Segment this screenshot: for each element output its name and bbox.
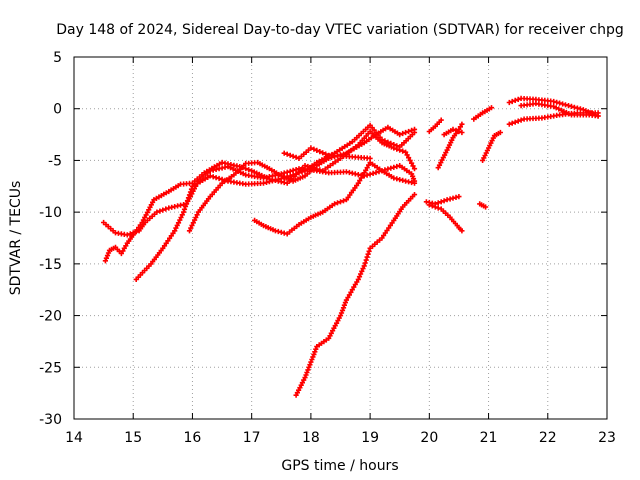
series-track-r xyxy=(518,100,601,119)
series-track-n xyxy=(471,105,495,122)
y-tick-label: -5 xyxy=(48,153,62,169)
grid xyxy=(74,57,607,419)
x-tick-label: 15 xyxy=(124,430,142,446)
x-tick-label: 20 xyxy=(420,430,438,446)
y-tick-label: 0 xyxy=(53,102,62,118)
y-tick-label: -30 xyxy=(39,412,62,428)
series-track-o xyxy=(480,129,503,163)
y-tick-label: -15 xyxy=(39,257,62,273)
y-tick-label: -20 xyxy=(39,309,62,325)
tick-labels: 14 15 16 17 18 19 20 21 22 23 5 0 -5 -10 -15 -20 -25 -30 xyxy=(39,50,616,446)
series-track-g xyxy=(281,145,373,161)
x-tick-label: 19 xyxy=(361,430,379,446)
data-point-markers xyxy=(518,100,601,119)
data-point-markers xyxy=(441,126,465,138)
x-tick-label: 14 xyxy=(65,430,83,446)
x-tick-label: 21 xyxy=(480,430,498,446)
chart-title: Day 148 of 2024, Sidereal Day-to-day VTE… xyxy=(56,22,624,38)
data-point-markers xyxy=(252,159,418,237)
series-track-l xyxy=(441,126,465,138)
y-tick-label: 5 xyxy=(53,50,62,66)
y-tick-label: -25 xyxy=(39,360,62,376)
data-point-markers xyxy=(477,201,489,210)
x-tick-label: 17 xyxy=(243,430,261,446)
y-tick-label: -10 xyxy=(39,205,62,221)
data-point-markers xyxy=(293,192,418,398)
data-point-markers xyxy=(281,145,373,161)
data-point-markers xyxy=(480,129,503,163)
plot-frame xyxy=(73,56,608,420)
x-tick-label: 18 xyxy=(302,430,320,446)
x-tick-label: 22 xyxy=(539,430,557,446)
series-track-i xyxy=(426,202,465,234)
y-axis-label: SDTVAR / TECUs xyxy=(8,181,24,296)
x-tick-label: 16 xyxy=(184,430,202,446)
series-track-e xyxy=(252,159,418,237)
data-point-markers xyxy=(426,202,465,234)
series-track-j xyxy=(426,117,444,135)
x-tick-label: 23 xyxy=(598,430,616,446)
data-point-markers xyxy=(426,117,444,135)
data-point-markers xyxy=(471,105,495,122)
x-axis-label: GPS time / hours xyxy=(281,458,398,474)
series-track-m xyxy=(477,201,489,210)
data-marks xyxy=(101,95,601,398)
series-track-f xyxy=(293,192,418,398)
